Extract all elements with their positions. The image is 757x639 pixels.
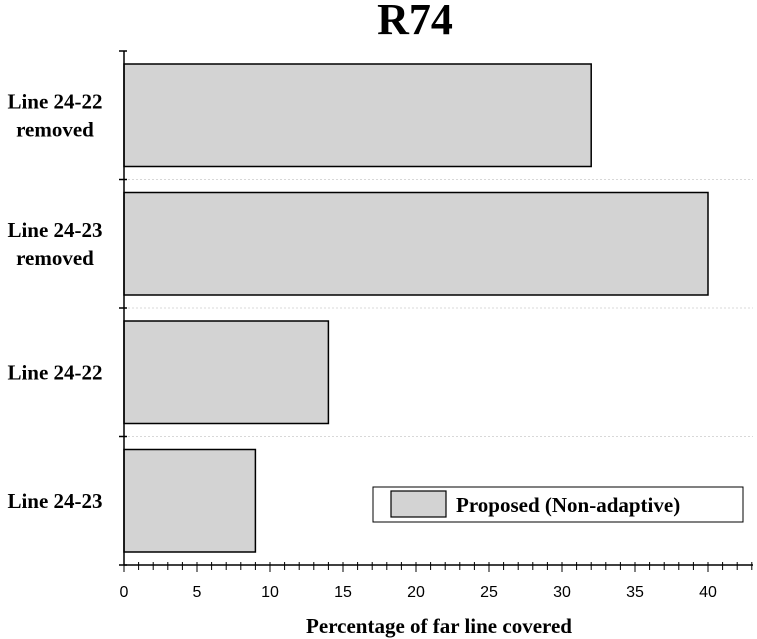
category-label-line: removed [16, 246, 94, 270]
bar [123, 320, 330, 425]
bar [123, 191, 709, 296]
bar [123, 448, 257, 553]
category-label-line: Line 24-22 [7, 360, 102, 384]
gridlines [124, 179, 753, 437]
category-label: Line 24-22 removed [7, 89, 102, 141]
x-tick-label: 5 [193, 584, 202, 601]
x-tick-label: 35 [626, 584, 644, 601]
category-label-line: Line 24-23 [7, 218, 102, 242]
legend-swatch [390, 490, 447, 518]
x-tick-label: 15 [334, 584, 352, 601]
category-label: Line 24-23 removed [7, 218, 102, 270]
chart-title: R74 [377, 0, 453, 44]
category-label-line: Line 24-23 [7, 489, 102, 513]
x-tick-label: 20 [407, 584, 425, 601]
x-tick-label: 30 [553, 584, 571, 601]
category-label-line: removed [16, 117, 94, 141]
x-axis-label: Percentage of far line covered [306, 614, 572, 638]
x-tick-label: 40 [699, 584, 717, 601]
legend: Proposed (Non-adaptive) [372, 486, 744, 523]
category-label-line: Line 24-22 [7, 89, 102, 113]
axes: 0 5 10 15 20 25 30 35 40 [119, 50, 753, 601]
category-label: Line 24-23 [7, 489, 102, 513]
x-tick-label: 0 [120, 584, 129, 601]
legend-label: Proposed (Non-adaptive) [456, 493, 680, 517]
x-tick-label: 25 [480, 584, 498, 601]
bars [123, 63, 709, 553]
x-tick-label: 10 [261, 584, 279, 601]
category-label: Line 24-22 [7, 360, 102, 384]
bar [123, 63, 592, 168]
